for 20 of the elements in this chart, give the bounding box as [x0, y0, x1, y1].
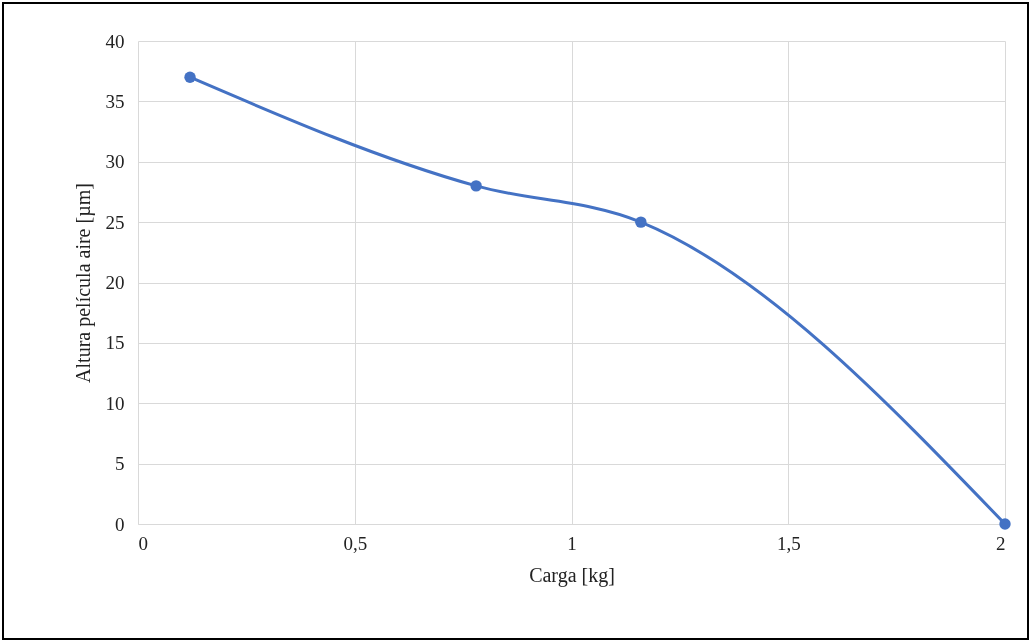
- y-tick-label: 20: [105, 272, 125, 293]
- y-tick-label: 35: [105, 90, 125, 112]
- point: [470, 180, 482, 192]
- y-tick-label: 15: [105, 332, 125, 354]
- x-tick-label: 2: [996, 532, 1006, 554]
- x-axis-title: Carga [kg]: [529, 563, 615, 587]
- y-tick-label: 40: [105, 30, 125, 52]
- x-tick-label: 1: [567, 532, 577, 554]
- point: [635, 216, 647, 228]
- point: [184, 71, 196, 83]
- point: [999, 518, 1011, 530]
- y-axis-title: Altura película aire [µm]: [71, 183, 95, 383]
- y-tick-label: 5: [115, 453, 125, 475]
- y-tick-label: 30: [105, 151, 125, 173]
- x-tick-label: 0: [138, 532, 148, 554]
- y-tick-label: 25: [105, 211, 125, 233]
- x-tick-label: 1,5: [776, 532, 801, 554]
- y-tick-label: 10: [105, 392, 125, 414]
- x-tick-label: 0,5: [343, 532, 368, 554]
- y-tick-label: 0: [115, 513, 125, 535]
